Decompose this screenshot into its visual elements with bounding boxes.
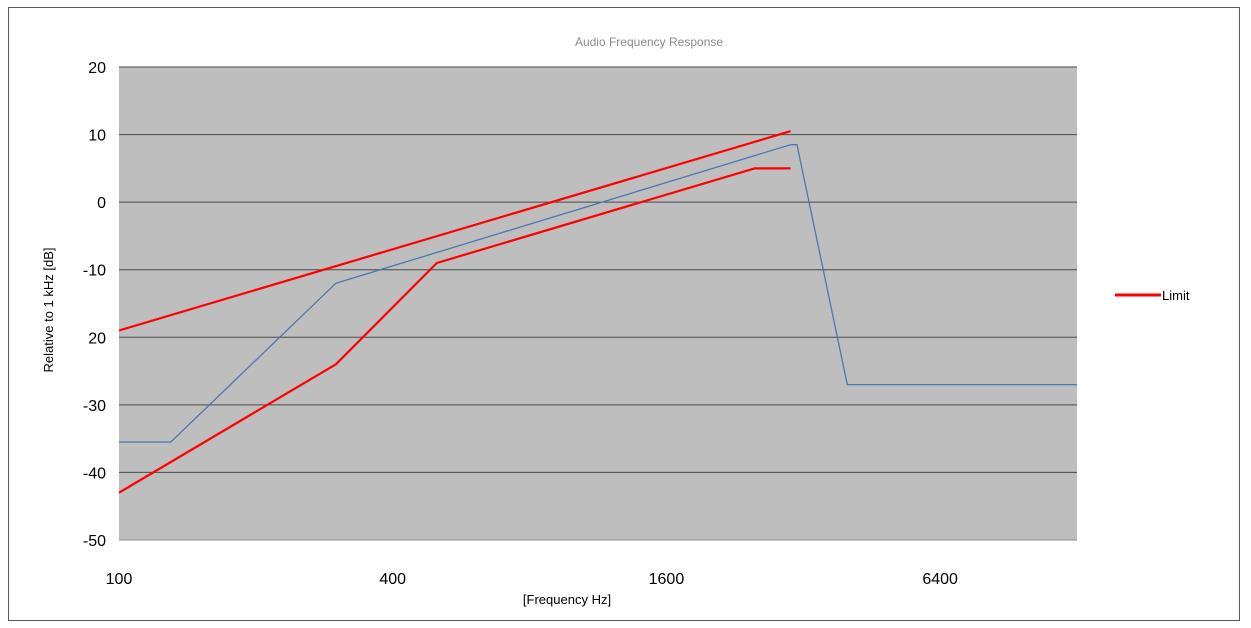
- plot-area: [119, 67, 1077, 540]
- chart-title: Audio Frequency Response: [575, 35, 723, 49]
- audio-frequency-response-chart: Audio Frequency Response 20100-1020-30-4…: [41, 35, 1190, 607]
- y-axis-label: Relative to 1 kHz [dB]: [41, 248, 56, 373]
- y-tick-label-5: -30: [83, 398, 106, 415]
- series-upper-limit-line: [118, 130, 791, 332]
- legend: Limit: [1115, 288, 1190, 303]
- y-tick-label-1: 10: [88, 128, 106, 145]
- x-tick-label-2: 1600: [649, 571, 685, 588]
- chart-frame: Audio Frequency Response 20 10 0 -10 20 -30 -4…: [8, 7, 1240, 621]
- x-tick-label-0: 100: [106, 571, 133, 588]
- x-tick-label-3: 6400: [922, 571, 958, 588]
- y-tick-label-2: 0: [97, 195, 106, 212]
- x-axis-label: [Frequency Hz]: [523, 592, 611, 607]
- y-tick-label-6: -40: [83, 465, 106, 482]
- y-tick-label-3: -10: [83, 263, 106, 280]
- series-lower-limit-line: [118, 167, 791, 494]
- series-measured-line: [119, 144, 1077, 443]
- x-tick-label-1: 400: [379, 571, 406, 588]
- legend-label-limit: Limit: [1162, 288, 1190, 303]
- y-tick-label-4: 20: [88, 330, 106, 347]
- y-tick-label-0: 20: [88, 60, 106, 77]
- y-tick-label-7: -50: [83, 533, 106, 550]
